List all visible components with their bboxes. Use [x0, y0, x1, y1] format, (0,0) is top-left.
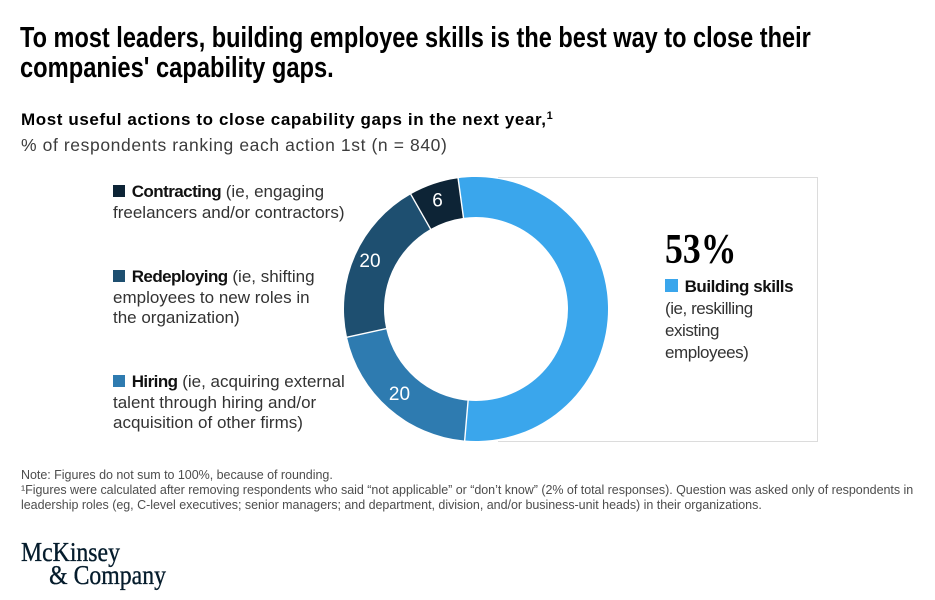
svg-text:6: 6 [432, 191, 443, 212]
svg-text:20: 20 [389, 384, 410, 405]
svg-text:20: 20 [359, 251, 380, 272]
